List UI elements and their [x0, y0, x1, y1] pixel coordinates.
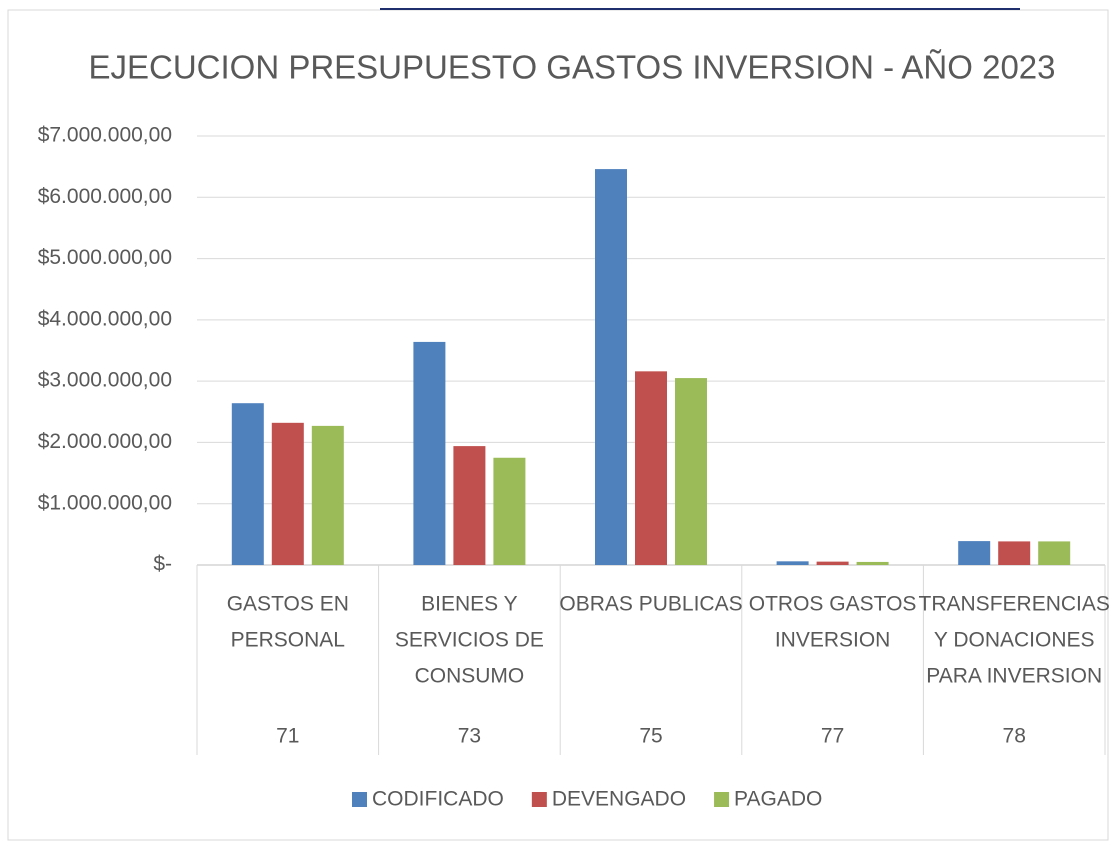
bar — [856, 561, 889, 565]
y-tick-label: $3.000.000,00 — [38, 369, 172, 392]
bar — [595, 169, 627, 565]
legend-swatch — [714, 792, 730, 807]
x-tick-label: PARA INVERSION — [926, 665, 1102, 688]
chart-title: EJECUCION PRESUPUESTO GASTOS INVERSION -… — [88, 49, 1055, 86]
legend-label: CODIFICADO — [372, 788, 504, 811]
legend-label: DEVENGADO — [552, 788, 686, 811]
category-code: 75 — [639, 725, 662, 748]
bar — [271, 422, 304, 565]
bar — [998, 541, 1031, 565]
bar — [453, 446, 486, 565]
y-tick-label: $1.000.000,00 — [38, 491, 172, 514]
y-tick-label: $6.000.000,00 — [38, 185, 172, 208]
category-code: 71 — [276, 725, 299, 748]
bar — [675, 378, 707, 565]
category-code: 77 — [821, 725, 844, 748]
bar — [311, 425, 344, 565]
category-code: 78 — [1003, 725, 1026, 748]
x-tick-label: TRANSFERENCIAS — [919, 593, 1110, 616]
bar — [816, 561, 849, 565]
bar — [635, 371, 667, 565]
bar — [413, 341, 446, 565]
x-tick-label: OTROS GASTOS — [749, 593, 917, 616]
x-tick-label: GASTOS EN — [227, 593, 349, 616]
y-tick-label: $- — [153, 553, 172, 576]
x-tick-label: SERVICIOS DE — [395, 629, 544, 652]
legend-label: PAGADO — [734, 788, 822, 811]
y-tick-label: $4.000.000,00 — [38, 307, 172, 330]
bar — [776, 561, 809, 565]
x-tick-label: BIENES Y — [421, 593, 518, 616]
bar — [1038, 541, 1071, 565]
legend-swatch — [531, 792, 547, 807]
bar — [958, 541, 991, 565]
x-tick-label: OBRAS PUBLICAS — [559, 593, 742, 616]
chart-frame — [7, 9, 1109, 841]
bar — [231, 403, 264, 565]
category-code: 73 — [458, 725, 481, 748]
y-tick-label: $5.000.000,00 — [38, 246, 172, 269]
x-tick-label: PERSONAL — [231, 629, 345, 652]
x-tick-label: CONSUMO — [415, 665, 525, 688]
legend-swatch — [352, 792, 367, 807]
y-tick-label: $2.000.000,00 — [38, 430, 172, 453]
x-tick-label: Y DONACIONES — [934, 629, 1095, 652]
x-tick-label: INVERSION — [775, 629, 891, 652]
y-tick-label: $7.000.000,00 — [38, 124, 172, 147]
bar — [493, 457, 526, 565]
